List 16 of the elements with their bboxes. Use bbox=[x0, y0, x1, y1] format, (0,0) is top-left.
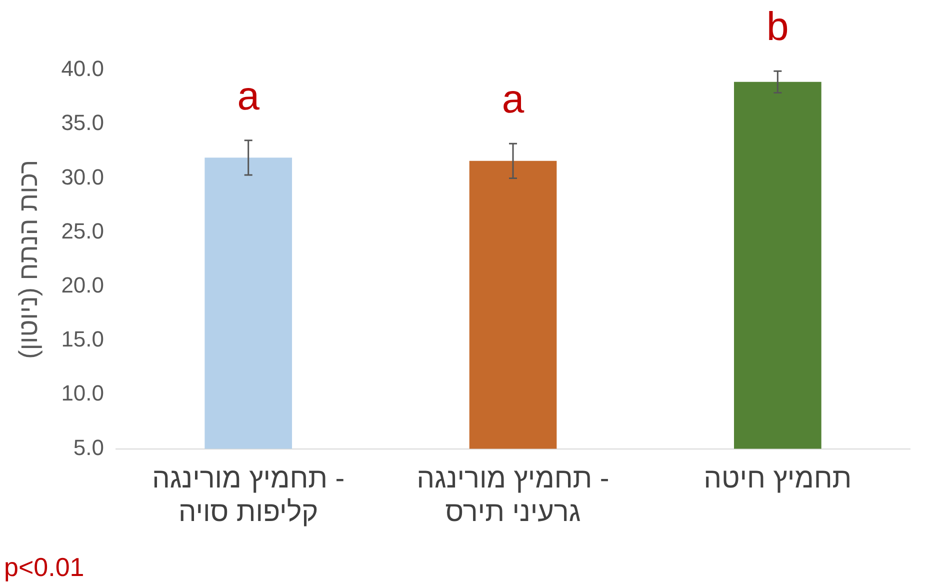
y-tick-label: 30.0 bbox=[61, 164, 104, 190]
y-axis-title: רכות הנתח (ניוטון) bbox=[12, 160, 43, 359]
x-tick-label: תחמיץ מורינגה - קליפות סויה bbox=[152, 462, 345, 527]
x-tick-label: תחמיץ חיטה bbox=[704, 462, 852, 494]
y-tick-label: 10.0 bbox=[61, 380, 104, 406]
y-tick-label: 20.0 bbox=[61, 272, 104, 298]
y-tick-label: 25.0 bbox=[61, 218, 104, 244]
annotation: a bbox=[237, 74, 260, 118]
y-tick-label: 15.0 bbox=[61, 326, 104, 352]
y-tick-label: 35.0 bbox=[61, 110, 104, 136]
annotation: a bbox=[502, 78, 525, 122]
text: b bbox=[766, 5, 789, 50]
y-tick-label: 40.0 bbox=[61, 56, 104, 82]
y-tick-label: 5.0 bbox=[73, 434, 104, 460]
x-tick-label: תחמיץ מורינגה - גרעיני תירס bbox=[416, 462, 610, 527]
text: p<0.01 bbox=[4, 552, 84, 582]
